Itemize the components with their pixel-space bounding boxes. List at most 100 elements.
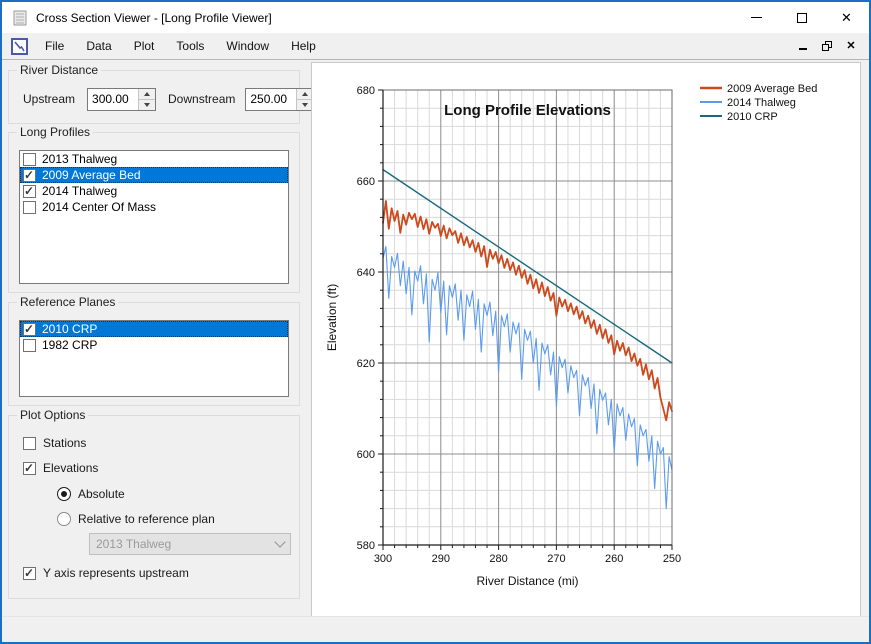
upstream-input[interactable] [88, 89, 138, 110]
relative-option[interactable]: Relative to reference plan [9, 510, 299, 528]
plot-options-group-label: Plot Options [17, 408, 88, 422]
long-profile-item-label: 2013 Thalweg [42, 152, 117, 166]
long-profile-item-checkbox[interactable] [23, 185, 36, 198]
chart-panel: 580600620640660680300290280270260250Long… [311, 62, 861, 630]
menu-item-help[interactable]: Help [280, 33, 327, 59]
svg-text:Long Profile Elevations: Long Profile Elevations [444, 102, 611, 119]
long-profile-item[interactable]: 2014 Center Of Mass [20, 199, 288, 215]
down-arrow-icon [144, 103, 150, 107]
long-profile-item-checkbox[interactable] [23, 153, 36, 166]
menu-item-plot[interactable]: Plot [123, 33, 166, 59]
stations-checkbox[interactable] [23, 437, 36, 450]
maximize-button[interactable] [779, 2, 824, 33]
downstream-label: Downstream [168, 92, 235, 106]
long-profiles-list: 2013 Thalweg 2009 Average Bed 2014 Thalweg… [19, 150, 289, 284]
river-distance-group-label: River Distance [17, 63, 101, 77]
svg-text:2010 CRP: 2010 CRP [727, 111, 778, 123]
svg-text:620: 620 [357, 358, 375, 370]
svg-text:660: 660 [357, 176, 375, 188]
reference-plane-dropdown-value: 2013 Thalweg [96, 537, 276, 551]
svg-text:Elevation (ft): Elevation (ft) [325, 284, 339, 351]
title-bar[interactable]: Cross Section Viewer - [Long Profile Vie… [2, 2, 869, 33]
plot-options-group: Plot Options Stations Elevations Absolut… [8, 415, 300, 599]
up-arrow-icon [302, 92, 308, 96]
upstream-label: Upstream [23, 92, 75, 106]
reference-planes-group-label: Reference Planes [17, 295, 118, 309]
upstream-spinner [87, 88, 156, 111]
stations-option[interactable]: Stations [9, 434, 299, 452]
svg-text:680: 680 [357, 85, 375, 97]
menu-item-data[interactable]: Data [75, 33, 122, 59]
svg-text:640: 640 [357, 267, 375, 279]
reference-planes-group: Reference Planes 2010 CRP1982 CRP [8, 302, 300, 406]
menu-item-file[interactable]: File [34, 33, 75, 59]
menu-item-tools[interactable]: Tools [165, 33, 215, 59]
menu-bar: FileDataPlotToolsWindowHelp ✕ [2, 33, 869, 60]
upstream-spin-down-button[interactable] [139, 99, 155, 110]
relative-radio[interactable] [57, 512, 71, 526]
elevations-option[interactable]: Elevations [9, 459, 299, 477]
svg-text:280: 280 [489, 553, 507, 565]
minimize-icon [751, 17, 762, 18]
close-button[interactable]: ✕ [824, 2, 869, 33]
long-profile-item[interactable]: 2013 Thalweg [20, 151, 288, 167]
absolute-label: Absolute [78, 487, 125, 501]
long-profile-item-label: 2014 Center Of Mass [42, 200, 156, 214]
svg-text:250: 250 [663, 553, 681, 565]
reference-plane-item-checkbox[interactable] [23, 323, 36, 336]
long-profile-item-checkbox[interactable] [23, 169, 36, 182]
maximize-icon [797, 13, 807, 23]
svg-text:2014 Thalweg: 2014 Thalweg [727, 97, 796, 109]
downstream-input[interactable] [246, 89, 296, 110]
downstream-spinner [245, 88, 314, 111]
svg-text:River Distance (mi): River Distance (mi) [476, 574, 578, 588]
elevations-checkbox[interactable] [23, 462, 36, 475]
stations-label: Stations [43, 436, 86, 450]
client-area: River Distance Upstream Downstream [2, 60, 869, 616]
reference-plane-item-label: 1982 CRP [42, 338, 97, 352]
relative-label: Relative to reference plan [78, 512, 215, 526]
reference-plane-item[interactable]: 1982 CRP [20, 337, 288, 353]
y-axis-upstream-option[interactable]: Y axis represents upstream [9, 564, 299, 582]
menu-item-window[interactable]: Window [215, 33, 280, 59]
mdi-minimize-icon [799, 48, 807, 50]
mdi-minimize-button[interactable] [795, 38, 811, 54]
app-window: Cross Section Viewer - [Long Profile Vie… [0, 0, 871, 644]
long-profile-item[interactable]: 2009 Average Bed [20, 167, 288, 183]
elevations-label: Elevations [43, 461, 98, 475]
long-profile-item-label: 2014 Thalweg [42, 184, 117, 198]
long-profile-item-checkbox[interactable] [23, 201, 36, 214]
absolute-radio[interactable] [57, 487, 71, 501]
reference-plane-item-label: 2010 CRP [42, 322, 97, 336]
svg-text:2009 Average Bed: 2009 Average Bed [727, 83, 817, 95]
mdi-close-button[interactable]: ✕ [843, 38, 859, 54]
reference-plane-item[interactable]: 2010 CRP [20, 321, 288, 337]
mdi-restore-button[interactable] [819, 38, 835, 54]
long-profiles-group-label: Long Profiles [17, 125, 93, 139]
mdi-restore-icon [822, 41, 832, 51]
long-profile-chart[interactable]: 580600620640660680300290280270260250Long… [312, 63, 860, 629]
svg-text:290: 290 [432, 553, 450, 565]
absolute-option[interactable]: Absolute [9, 485, 299, 503]
reference-planes-list: 2010 CRP 1982 CRP [19, 320, 289, 397]
long-profile-item-label: 2009 Average Bed [42, 168, 141, 182]
mdi-close-icon: ✕ [846, 41, 855, 52]
upstream-spin-up-button[interactable] [139, 89, 155, 99]
window-title: Cross Section Viewer - [Long Profile Vie… [36, 11, 272, 25]
long-profile-item[interactable]: 2014 Thalweg [20, 183, 288, 199]
reference-plane-item-checkbox[interactable] [23, 339, 36, 352]
reference-plane-dropdown[interactable]: 2013 Thalweg [89, 533, 291, 555]
profile-document-icon[interactable] [11, 38, 28, 55]
close-icon: ✕ [841, 11, 852, 24]
svg-text:260: 260 [605, 553, 623, 565]
menu-items: FileDataPlotToolsWindowHelp [34, 33, 327, 59]
app-icon [12, 10, 28, 26]
svg-text:300: 300 [374, 553, 392, 565]
river-distance-group: River Distance Upstream Downstream [8, 70, 300, 124]
minimize-button[interactable] [734, 2, 779, 33]
chevron-down-icon [274, 536, 285, 547]
y-axis-upstream-checkbox[interactable] [23, 567, 36, 580]
svg-text:600: 600 [357, 449, 375, 461]
svg-text:580: 580 [357, 540, 375, 552]
status-bar [2, 616, 869, 642]
